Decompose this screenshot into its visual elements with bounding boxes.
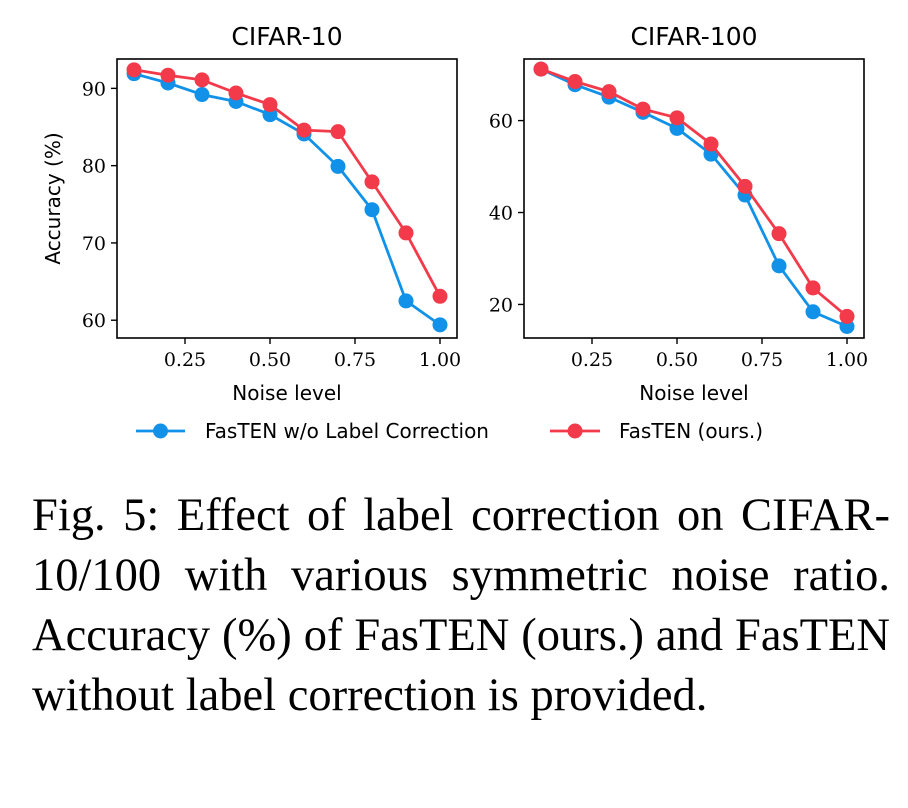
cifar10-ytick-label: 80 xyxy=(82,156,106,178)
cifar100-series-1-line xyxy=(540,67,848,318)
cifar10-series-1-line xyxy=(133,68,442,297)
cifar100-series-1-point xyxy=(601,84,617,100)
cifar10-axes-frame xyxy=(116,58,458,339)
cifar100-series-1-point xyxy=(703,136,719,152)
cifar10-series-0-point xyxy=(330,158,346,174)
cifar100-ytick-label: 20 xyxy=(489,294,513,316)
cifar10-title: CIFAR-10 xyxy=(231,22,342,51)
cifar100-series-1-point xyxy=(805,280,821,296)
cifar10-ylabel: Accuracy (%) xyxy=(41,132,65,264)
cifar10-series-1-point xyxy=(432,288,448,304)
cifar100-series-1-point xyxy=(669,110,685,126)
cifar10-series-1-point xyxy=(330,124,346,140)
legend-label-0: FasTEN w/o Label Correction xyxy=(205,419,489,443)
cifar10-series-1-point xyxy=(262,97,278,113)
cifar10-xtick-label: 1.00 xyxy=(419,349,461,371)
cifar10-series-1-point xyxy=(296,122,312,138)
cifar100-series-0-point xyxy=(669,120,685,136)
cifar100-title: CIFAR-100 xyxy=(630,22,757,51)
legend: FasTEN w/o Label Correction FasTEN (ours.… xyxy=(136,419,763,443)
cifar10-series-1-point xyxy=(364,174,380,190)
cifar100-series-0-point xyxy=(771,258,787,274)
figure: CIFAR-10 0.25 0.50 0.75 1.00 60 70 80 90 Noise le… xyxy=(41,22,868,443)
legend-label-1: FasTEN (ours.) xyxy=(619,419,763,443)
cifar100-ytick-label: 40 xyxy=(489,203,513,225)
legend-marker-0 xyxy=(153,423,168,439)
cifar100-xlabel: Noise level xyxy=(639,381,748,405)
cifar10-series-0-point xyxy=(398,293,414,309)
cifar10-series-1-point xyxy=(194,72,210,88)
cifar100-panel: CIFAR-100 0.25 0.50 0.75 1.00 20 40 60 Noise lev… xyxy=(489,22,868,405)
cifar10-series-1-point xyxy=(398,225,414,241)
cifar10-series-1-point xyxy=(126,62,142,78)
cifar10-panel: CIFAR-10 0.25 0.50 0.75 1.00 60 70 80 90 Noise le… xyxy=(41,22,461,405)
cifar100-series-1-point xyxy=(839,308,855,324)
legend-marker-1 xyxy=(567,423,583,439)
cifar10-series-0-point xyxy=(194,87,210,103)
cifar100-series-1-point xyxy=(567,74,583,90)
cifar10-series-0-line xyxy=(133,72,441,327)
cifar100-series-0-point xyxy=(805,304,821,320)
cifar100-series-1-point xyxy=(635,101,651,117)
cifar10-ytick-label: 70 xyxy=(82,233,106,255)
cifar10-xlabel: Noise level xyxy=(232,381,341,405)
cifar100-xtick-label: 0.75 xyxy=(741,349,783,371)
cifar10-ytick-label: 60 xyxy=(82,310,106,332)
figure-caption: Fig. 5: Effect of label correction on CI… xyxy=(32,490,890,721)
cifar100-series-1-point xyxy=(533,61,549,77)
cifar100-series-1-point xyxy=(771,226,787,242)
cifar10-xtick-label: 0.25 xyxy=(164,349,206,371)
cifar100-xtick-label: 1.00 xyxy=(826,349,868,371)
cifar100-xtick-label: 0.25 xyxy=(571,349,613,371)
cifar10-ytick-label: 90 xyxy=(82,78,106,100)
cifar100-series-1-point xyxy=(737,178,753,194)
cifar10-xtick-label: 0.50 xyxy=(249,349,291,371)
cifar100-ytick-label: 60 xyxy=(489,111,513,133)
cifar10-series-1-point xyxy=(228,85,244,101)
cifar10-series-1-point xyxy=(160,67,176,83)
cifar100-xtick-label: 0.50 xyxy=(656,349,698,371)
cifar100-series-0-line xyxy=(540,67,848,328)
cifar10-series-0-point xyxy=(364,202,380,218)
cifar10-series-0-point xyxy=(432,317,448,333)
cifar100-axes-frame xyxy=(523,58,865,339)
cifar10-xtick-label: 0.75 xyxy=(334,349,376,371)
